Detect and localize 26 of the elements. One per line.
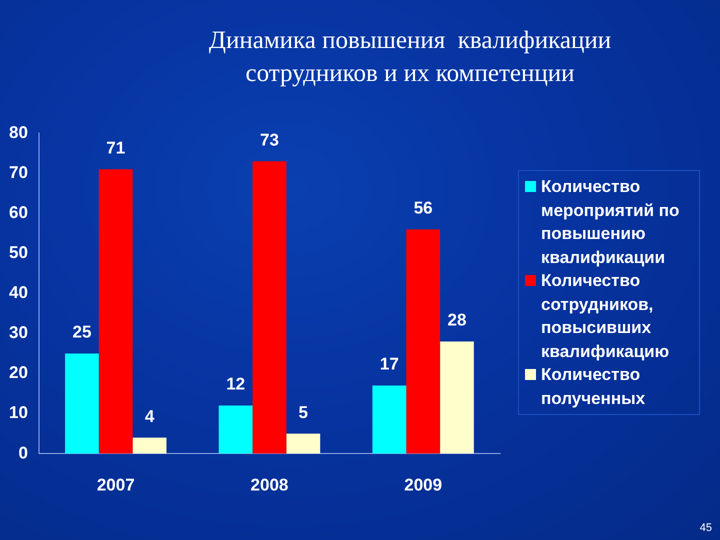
text: 45 (700, 522, 712, 534)
chart-title: Динамика повышения квалификации сотрудников и их компетенции (208, 26, 612, 89)
x-tick-label: 2008 (250, 475, 288, 494)
y-tick-label: 80 (8, 122, 28, 142)
x-tick-label: 2007 (96, 475, 135, 494)
data-label: 28 (448, 310, 466, 330)
data-label: 56 (414, 198, 433, 218)
y-tick-label: 10 (8, 403, 28, 422)
data-label: 73 (260, 130, 279, 150)
data-label: 71 (106, 138, 126, 158)
y-tick-label: 20 (8, 363, 28, 382)
y-tick-label: 30 (8, 323, 28, 342)
data-label: 5 (298, 402, 308, 422)
y-tick-label: 70 (8, 162, 28, 182)
legend-label: Количество полученных (541, 364, 646, 410)
y-tick-label: 50 (8, 243, 28, 262)
legend-label: Количество сотрудников, повысивших квалификацию (541, 270, 670, 362)
y-tick-label: 60 (8, 202, 28, 222)
x-tick-label: 2009 (404, 475, 442, 494)
legend-label: Количество мероприятий по повышению квалификации (541, 176, 680, 268)
data-label: 17 (380, 354, 399, 374)
data-label: 4 (144, 406, 155, 426)
data-label: 25 (72, 322, 92, 342)
y-tick-label: 40 (8, 283, 28, 302)
data-label: 12 (226, 374, 246, 394)
y-tick-label: 0 (18, 443, 28, 462)
